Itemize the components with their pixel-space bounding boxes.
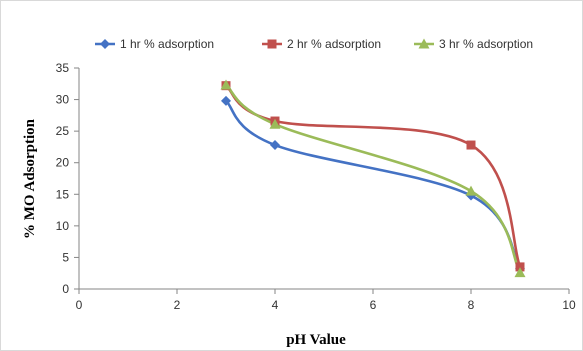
x-tick-label: 2 (174, 298, 181, 312)
series-line-1 (225, 99, 522, 270)
legend-label-2: 2 hr % adsorption (287, 37, 381, 51)
legend-marker-3 (418, 38, 430, 49)
series-lines (225, 84, 522, 274)
y-tick-label: 20 (56, 156, 70, 170)
series-line-3 (225, 84, 522, 274)
y-tick-label: 25 (56, 124, 70, 138)
axes (78, 68, 569, 290)
y-tick-label: 5 (62, 250, 69, 264)
y-axis-title: % MO Adsorption (22, 118, 38, 239)
y-tick-label: 15 (56, 187, 70, 201)
data-point-series-3 (465, 185, 477, 196)
x-axis-title: pH Value (286, 332, 346, 348)
series-line-2 (225, 84, 522, 268)
data-point-series-1 (270, 140, 280, 151)
legend-label-3: 3 hr % adsorption (439, 37, 533, 51)
x-tick-label: 6 (370, 298, 377, 312)
data-point-series-3 (220, 79, 232, 90)
y-tick-label: 0 (62, 282, 69, 296)
y-tick-label: 30 (56, 93, 70, 107)
y-ticks: 0 5 10 15 20 25 30 35 (56, 61, 79, 296)
legend-marker-2 (267, 39, 277, 49)
x-tick-label: 4 (272, 298, 279, 312)
data-point-series-3 (269, 118, 281, 129)
x-ticks: 0 2 4 6 8 10 (76, 289, 576, 312)
legend-marker-1 (100, 39, 110, 49)
data-point-series-1 (221, 95, 231, 106)
legend-label-1: 1 hr % adsorption (120, 37, 214, 51)
x-tick-label: 10 (562, 298, 576, 312)
y-tick-label: 10 (56, 219, 70, 233)
y-tick-label: 35 (56, 61, 70, 75)
x-tick-label: 8 (468, 298, 475, 312)
x-tick-label: 0 (76, 298, 83, 312)
data-point-series-2 (515, 262, 525, 272)
legend: 1 hr % adsorption 2 hr % adsorption 3 hr %… (95, 37, 533, 51)
data-point-series-2 (466, 140, 476, 150)
data-point-series-3 (514, 267, 526, 278)
series-markers (220, 79, 526, 278)
